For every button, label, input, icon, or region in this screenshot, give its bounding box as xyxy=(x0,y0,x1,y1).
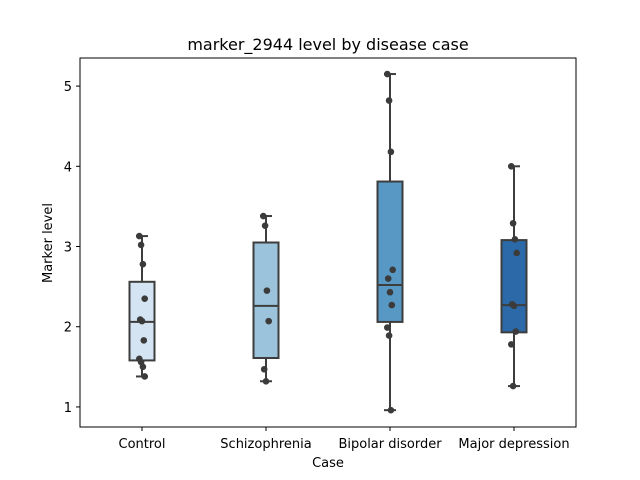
data-point xyxy=(512,328,520,335)
data-point xyxy=(262,377,270,385)
data-point xyxy=(138,317,146,325)
data-point xyxy=(139,363,147,371)
y-tick-label: 2 xyxy=(64,321,72,336)
data-point xyxy=(260,365,268,373)
y-tick-label: 3 xyxy=(64,241,72,256)
data-point xyxy=(513,249,520,257)
x-tick-label: Schizophrenia xyxy=(220,437,311,452)
data-point xyxy=(389,266,397,274)
data-point xyxy=(386,288,394,296)
data-point xyxy=(384,275,392,282)
data-point xyxy=(509,382,517,390)
box-group-major-depression xyxy=(500,165,528,388)
data-point xyxy=(384,324,391,331)
chart-title: marker_2944 level by disease case xyxy=(187,35,468,55)
data-point xyxy=(385,332,393,339)
data-point xyxy=(511,235,519,243)
x-tick-label: Bipolar disorder xyxy=(338,437,442,452)
x-tick-label: Control xyxy=(119,437,166,452)
y-axis-label: Marker level xyxy=(41,203,56,283)
data-point xyxy=(388,301,396,309)
data-point xyxy=(263,287,271,294)
data-point xyxy=(508,341,515,348)
box xyxy=(252,241,280,360)
box-group-schizophrenia xyxy=(252,215,280,383)
box-group-bipolar-disorder xyxy=(376,73,404,412)
x-axis-label: Case xyxy=(312,456,344,471)
data-point xyxy=(509,219,517,227)
plot-area xyxy=(128,70,528,414)
data-point xyxy=(136,232,143,240)
box xyxy=(500,239,528,334)
data-point xyxy=(141,373,148,380)
data-point xyxy=(141,295,148,302)
data-point xyxy=(260,212,267,220)
x-axis: Control Schizophrenia Bipolar disorder Majo… xyxy=(119,427,570,452)
data-point xyxy=(510,302,518,310)
y-tick-label: 4 xyxy=(64,160,72,175)
data-point xyxy=(508,162,515,170)
x-tick-label: Major depression xyxy=(458,437,569,452)
box-group-control xyxy=(128,235,156,378)
data-point xyxy=(137,241,145,249)
data-point xyxy=(139,260,147,268)
data-point xyxy=(261,222,269,229)
box xyxy=(376,180,404,323)
y-tick-label: 1 xyxy=(64,401,72,416)
data-point xyxy=(385,97,393,104)
data-point xyxy=(387,406,395,414)
y-axis: 1 2 3 4 5 xyxy=(64,80,80,416)
data-point xyxy=(140,337,148,344)
data-point xyxy=(387,148,395,156)
y-tick-label: 5 xyxy=(64,80,72,95)
data-point xyxy=(384,70,391,78)
data-point xyxy=(265,317,273,325)
plot-frame xyxy=(79,57,577,428)
